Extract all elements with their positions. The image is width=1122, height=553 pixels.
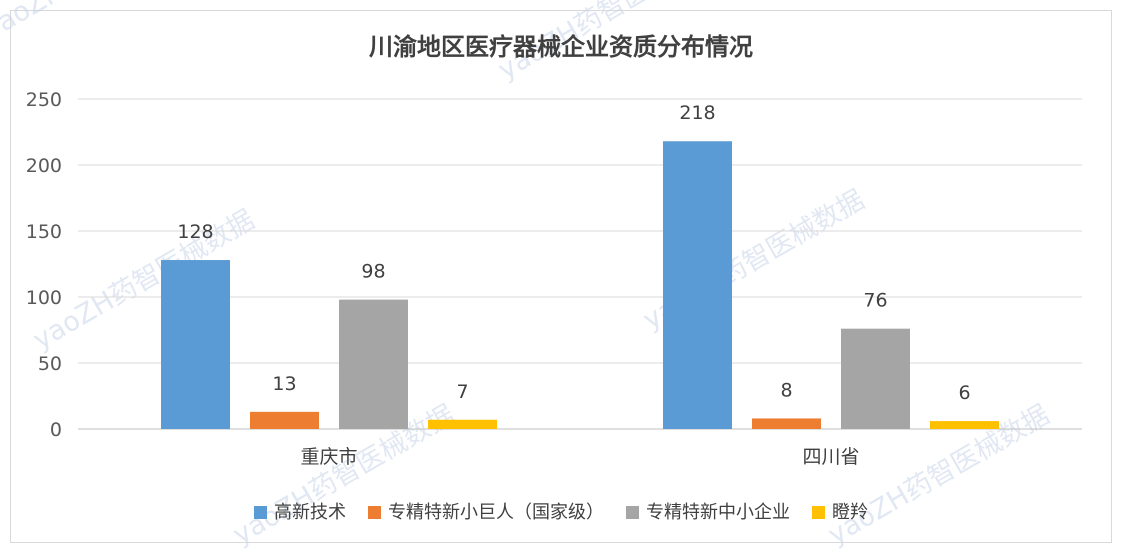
gridlines <box>78 98 1082 430</box>
legend-swatch-0 <box>254 506 267 519</box>
data-label-0-2: 98 <box>361 261 385 283</box>
data-label-1-1: 8 <box>780 379 792 401</box>
legend-label-2: 专精特新中小企业 <box>646 502 790 523</box>
bar-1-2 <box>841 328 910 429</box>
data-labels: 128 13 98 7 218 8 76 6 <box>177 102 970 404</box>
legend-swatch-1 <box>368 506 381 519</box>
y-tick-150: 150 <box>26 221 62 243</box>
legend-label-3: 瞪羚 <box>832 502 868 523</box>
category-labels: 重庆市 四川省 <box>300 446 859 468</box>
bar-0-0 <box>161 260 230 429</box>
y-tick-50: 50 <box>38 353 62 375</box>
category-label-1: 四川省 <box>802 446 859 468</box>
data-label-0-3: 7 <box>456 381 468 403</box>
legend-label-1: 专精特新小巨人（国家级） <box>388 502 604 523</box>
y-axis-ticks: 0 50 100 150 200 250 <box>26 89 62 441</box>
bars <box>161 141 999 430</box>
data-label-1-0: 218 <box>679 102 715 124</box>
bar-1-1 <box>752 418 821 429</box>
bar-0-2 <box>339 299 408 429</box>
bar-0-1 <box>250 411 319 429</box>
y-tick-200: 200 <box>26 155 62 177</box>
legend-swatch-3 <box>812 506 825 519</box>
watermark-0: yaoZH药智医械数据 <box>0 0 210 46</box>
category-label-0: 重庆市 <box>300 446 357 468</box>
data-label-1-2: 76 <box>863 290 887 312</box>
legend: 高新技术 专精特新小巨人（国家级） 专精特新中小企业 瞪羚 <box>254 502 868 523</box>
y-tick-0: 0 <box>50 419 62 441</box>
legend-label-0: 高新技术 <box>274 502 346 523</box>
y-tick-100: 100 <box>26 287 62 309</box>
data-label-0-1: 13 <box>272 373 296 395</box>
bar-1-0 <box>663 141 732 430</box>
chart-title: 川渝地区医疗器械企业资质分布情况 <box>369 33 753 61</box>
data-label-0-0: 128 <box>177 221 213 243</box>
bar-1-3 <box>930 421 999 429</box>
bar-0-3 <box>428 419 497 429</box>
data-label-1-3: 6 <box>958 382 970 404</box>
y-tick-250: 250 <box>26 89 62 111</box>
legend-swatch-2 <box>626 506 639 519</box>
